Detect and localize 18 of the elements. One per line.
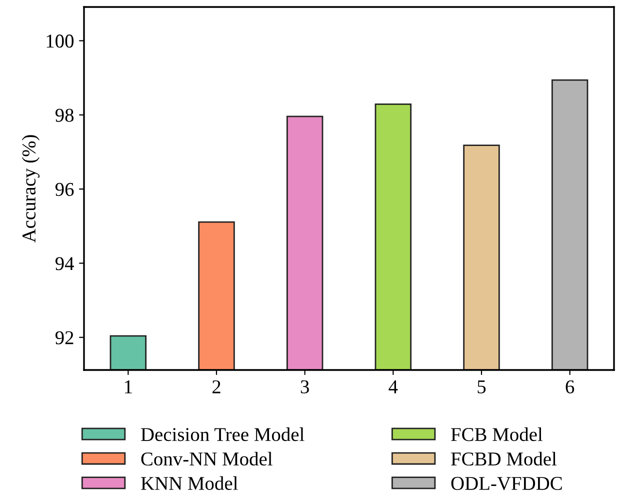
- y-tick-label: 96: [55, 182, 74, 196]
- y-tick-label: 100: [46, 34, 74, 48]
- x-tick-label: 6: [566, 380, 574, 394]
- legend-label: Conv-NN Model: [141, 452, 272, 466]
- legend-label: FCB Model: [451, 427, 543, 442]
- legend-label: KNN Model: [141, 476, 238, 490]
- x-tick-label: 2: [212, 380, 220, 394]
- legend-label: ODL-VFDDC: [451, 476, 562, 490]
- x-tick-label: 1: [125, 380, 132, 394]
- legend-label: Decision Tree Model: [141, 427, 304, 442]
- y-axis-title: Accuracy (%): [22, 135, 40, 243]
- x-tick-label: 5: [478, 380, 486, 394]
- x-tick-label: 4: [388, 380, 398, 394]
- x-tick-label: 3: [300, 380, 309, 394]
- y-tick-label: 92: [55, 331, 74, 344]
- y-tick-label: 98: [55, 108, 74, 122]
- legend-label: FCBD Model: [451, 452, 557, 466]
- y-tick-label: 94: [55, 257, 74, 270]
